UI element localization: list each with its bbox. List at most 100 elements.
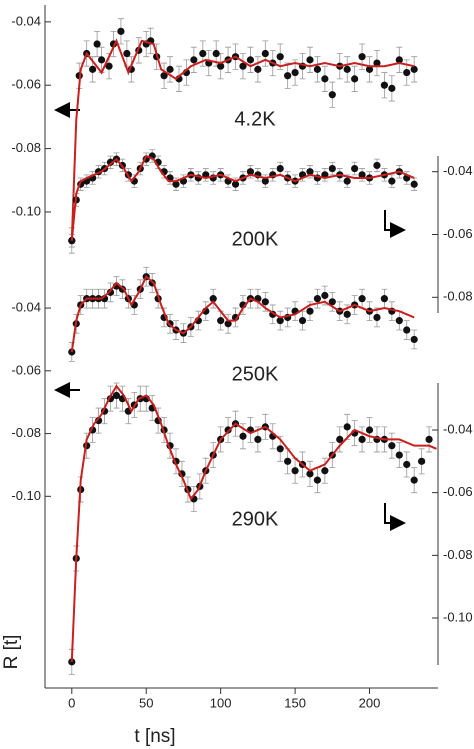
- data-point: [254, 65, 262, 73]
- y-tick-label: -0.04: [11, 13, 41, 28]
- data-point: [284, 72, 292, 80]
- fit-line: [70, 384, 437, 662]
- data-point: [313, 65, 322, 73]
- data-point: [351, 164, 359, 173]
- y-tick-label: -0.08: [443, 289, 473, 304]
- data-point: [261, 298, 269, 306]
- data-point: [380, 81, 389, 89]
- data-point: [425, 435, 433, 443]
- data-point: [224, 320, 232, 328]
- panel-label: 250K: [232, 363, 279, 385]
- x-tick-label: 150: [284, 695, 306, 710]
- data-point: [172, 180, 180, 188]
- data-point: [343, 423, 351, 431]
- y-tick-label: -0.06: [11, 77, 41, 92]
- data-point: [388, 177, 396, 185]
- data-point: [395, 317, 403, 325]
- data-point: [365, 426, 374, 434]
- data-point: [365, 65, 374, 73]
- y-tick-label: -0.08: [443, 547, 473, 562]
- data-point: [403, 68, 411, 77]
- data-point: [284, 457, 292, 465]
- data-point: [343, 177, 351, 185]
- data-point: [276, 53, 284, 61]
- data-point: [239, 432, 247, 440]
- y-tick-label: -0.06: [443, 484, 473, 499]
- data-point: [117, 27, 125, 35]
- data-point: [395, 56, 403, 64]
- y-tick-label: -0.10: [11, 203, 41, 218]
- data-point: [373, 313, 381, 322]
- data-point: [336, 435, 344, 443]
- data-point: [68, 658, 76, 666]
- y-axis-label: R [t]: [1, 635, 22, 670]
- data-point: [106, 288, 115, 296]
- data-point: [306, 470, 314, 478]
- x-tick-label: 50: [139, 695, 153, 710]
- data-point: [321, 75, 329, 83]
- data-point: [276, 164, 284, 173]
- data-point: [388, 442, 396, 450]
- data-point: [313, 476, 322, 484]
- data-point: [212, 49, 220, 58]
- data-point: [276, 445, 284, 453]
- data-point: [261, 177, 269, 185]
- data-point: [351, 75, 359, 83]
- data-point: [190, 56, 198, 64]
- y-tick-label: -0.04: [11, 300, 41, 315]
- data-point: [358, 295, 366, 303]
- data-point: [306, 168, 314, 176]
- data-point: [410, 335, 418, 344]
- y-tick-label: -0.06: [443, 226, 473, 241]
- right-arrow: [384, 503, 406, 531]
- y-tick-label: -0.10: [443, 609, 473, 624]
- panel-label: 290K: [232, 508, 279, 530]
- data-point: [160, 72, 168, 80]
- data-point: [261, 49, 269, 58]
- data-point: [306, 307, 314, 315]
- data-point: [123, 49, 131, 58]
- data-point: [373, 59, 381, 67]
- data-point: [410, 476, 418, 484]
- data-point: [199, 49, 207, 58]
- data-point: [291, 68, 299, 77]
- data-point: [246, 168, 255, 176]
- data-point: [97, 56, 106, 64]
- data-point: [380, 295, 389, 303]
- data-point: [298, 317, 307, 325]
- data-point: [231, 180, 240, 188]
- data-point: [246, 56, 255, 64]
- data-point: [403, 460, 411, 469]
- data-point: [343, 65, 351, 73]
- y-tick-label: -0.08: [11, 140, 41, 155]
- x-tick-label: 200: [359, 695, 381, 710]
- data-point: [388, 84, 396, 92]
- x-axis-label: t [ns]: [134, 726, 175, 747]
- data-point: [328, 164, 336, 173]
- data-point: [217, 62, 225, 70]
- data-point: [239, 62, 247, 70]
- y-tick-label: -0.06: [11, 362, 41, 377]
- data-point: [313, 295, 322, 303]
- data-point: [291, 467, 299, 475]
- data-point: [358, 171, 366, 179]
- data-point: [328, 91, 336, 99]
- data-point: [343, 310, 351, 318]
- fit-line: [70, 38, 415, 241]
- data-point: [112, 391, 121, 400]
- right-arrow: [384, 210, 406, 238]
- data-point: [166, 65, 174, 73]
- data-point: [217, 317, 225, 325]
- panel-label: 4.2K: [234, 108, 276, 130]
- x-tick-label: 0: [68, 695, 75, 710]
- y-tick-label: -0.04: [443, 163, 473, 178]
- data-point: [93, 40, 101, 48]
- data-point: [410, 65, 418, 73]
- data-point: [410, 180, 418, 188]
- data-point: [306, 56, 314, 64]
- fit-line: [70, 275, 415, 353]
- data-point: [105, 62, 113, 70]
- data-point: [209, 295, 217, 303]
- data-point: [328, 298, 336, 306]
